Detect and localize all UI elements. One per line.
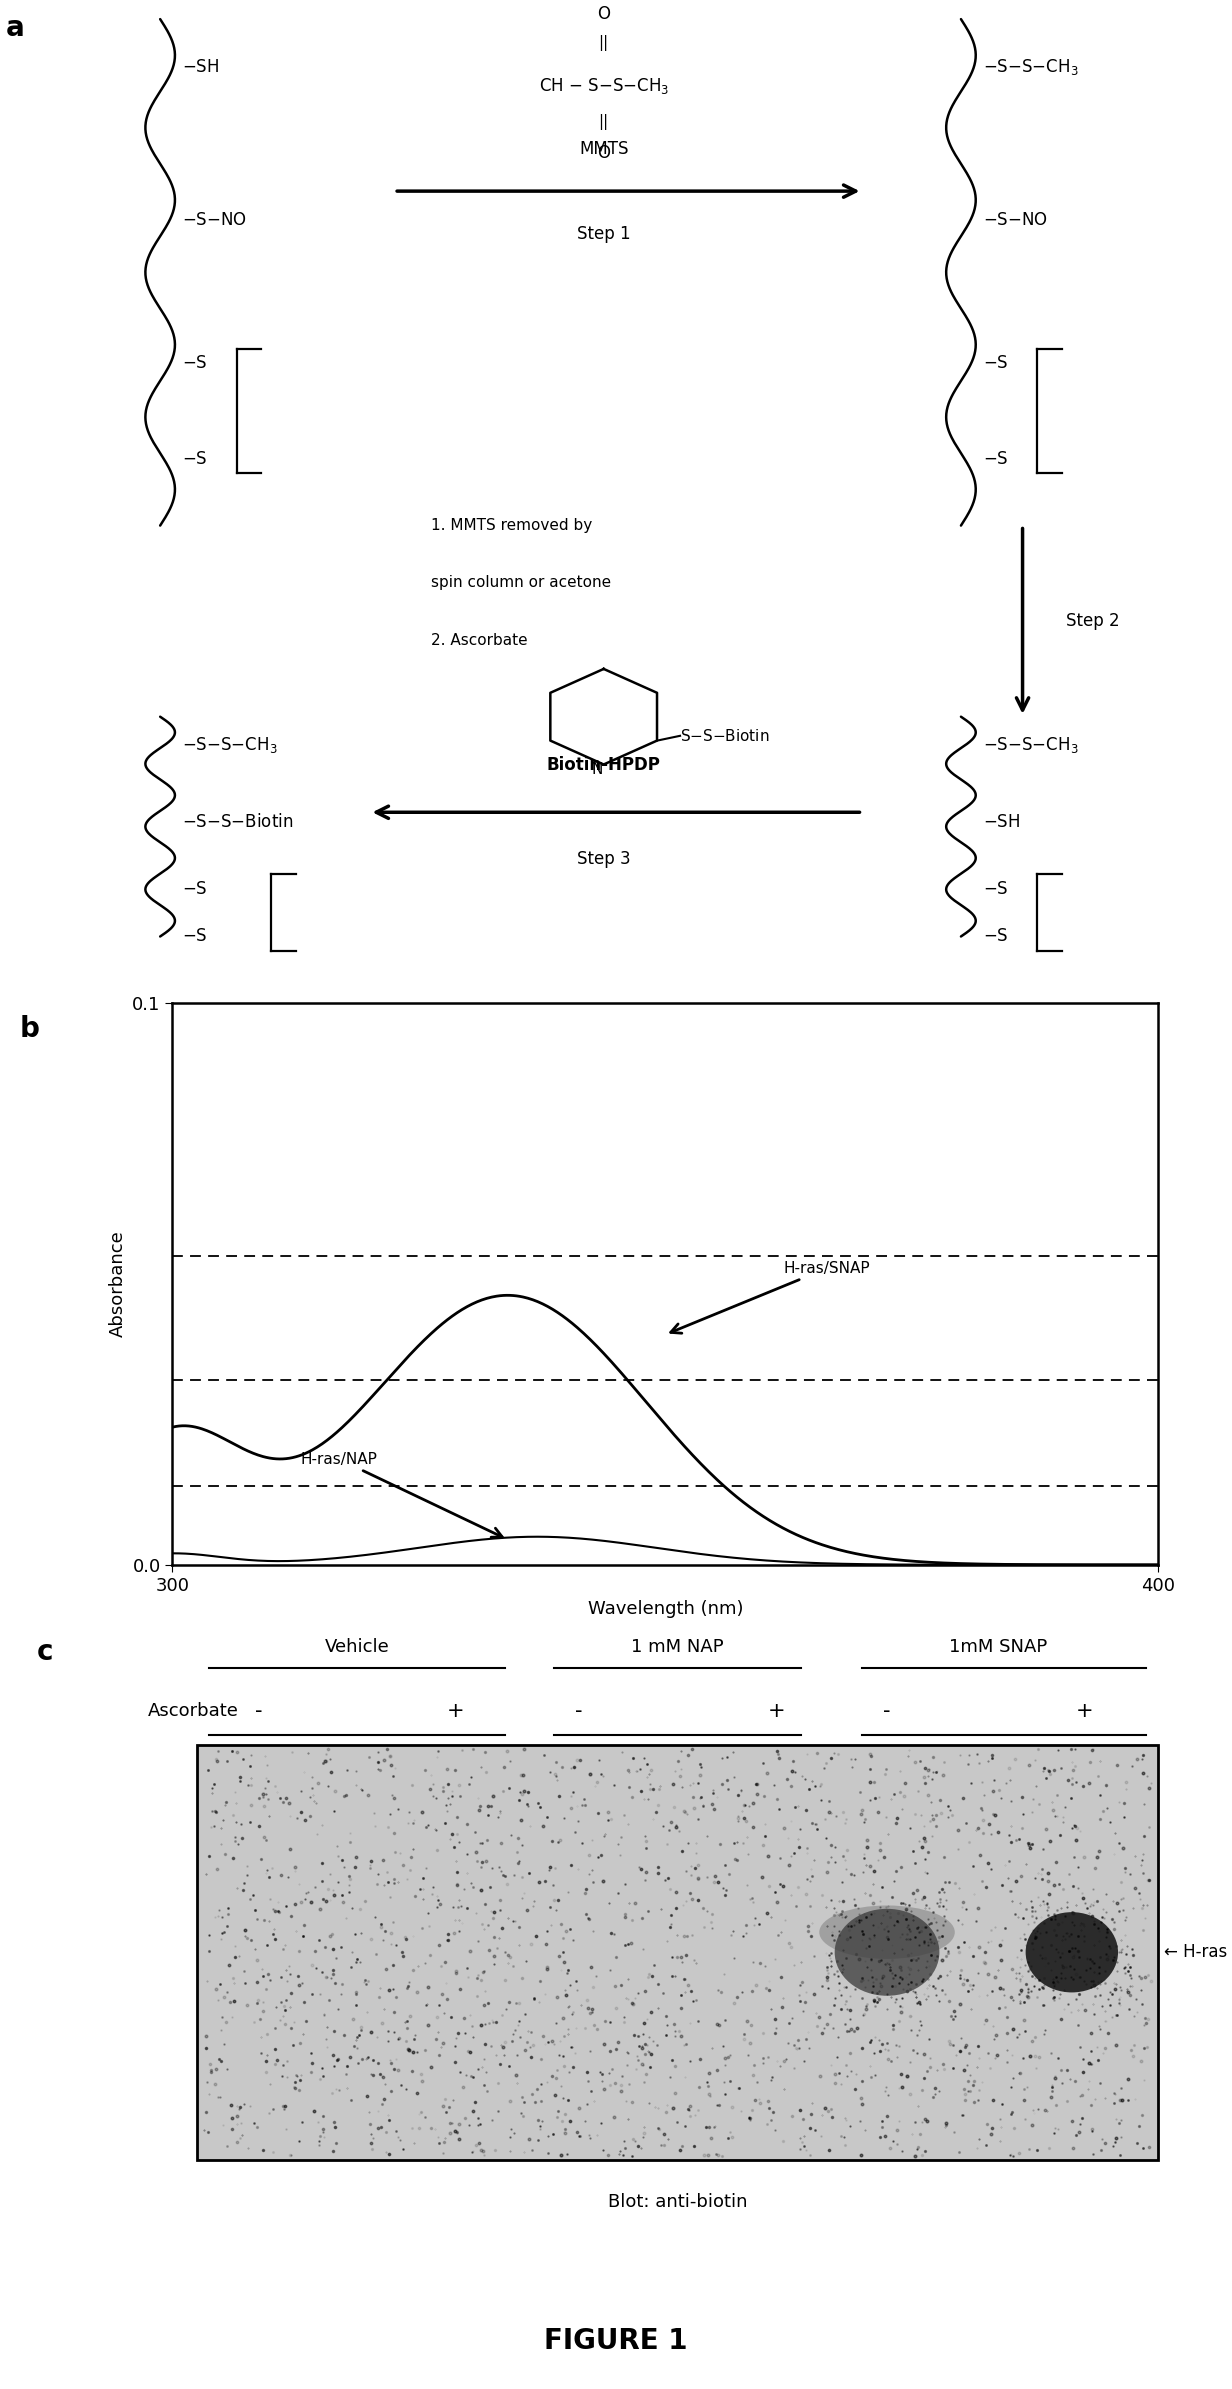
Text: $-$S: $-$S	[182, 879, 208, 898]
Text: O: O	[598, 5, 610, 24]
Text: Vehicle: Vehicle	[325, 1639, 389, 1656]
Text: Step 1: Step 1	[577, 225, 631, 244]
Ellipse shape	[819, 1906, 955, 1959]
Text: $-$S$-$S$-$CH$_3$: $-$S$-$S$-$CH$_3$	[182, 736, 278, 755]
Text: ||: ||	[599, 36, 609, 50]
Ellipse shape	[1025, 1911, 1119, 1992]
Text: FIGURE 1: FIGURE 1	[545, 2327, 687, 2356]
Text: b: b	[20, 1015, 39, 1042]
Text: ||: ||	[599, 115, 609, 131]
Text: -: -	[575, 1701, 583, 1722]
Text: a: a	[6, 14, 25, 43]
Text: $-$S: $-$S	[983, 879, 1009, 898]
Text: 1 mM NAP: 1 mM NAP	[631, 1639, 724, 1656]
Text: $-$S$-$S$-$Biotin: $-$S$-$S$-$Biotin	[182, 812, 293, 831]
Text: O: O	[598, 143, 610, 162]
Text: c: c	[37, 1639, 53, 1665]
Text: spin column or acetone: spin column or acetone	[431, 576, 611, 590]
Text: $-$S$-$S$-$CH$_3$: $-$S$-$S$-$CH$_3$	[983, 736, 1079, 755]
Text: Step 2: Step 2	[1066, 612, 1120, 631]
Text: $-$S: $-$S	[983, 927, 1009, 946]
Ellipse shape	[835, 1909, 940, 1995]
Text: 2. Ascorbate: 2. Ascorbate	[431, 633, 527, 647]
Text: -: -	[883, 1701, 891, 1722]
Text: $-$S$-$NO: $-$S$-$NO	[983, 210, 1048, 229]
Bar	[197, 1744, 1158, 2160]
Text: ← H-ras: ← H-ras	[1164, 1942, 1227, 1961]
Y-axis label: Absorbance: Absorbance	[108, 1230, 127, 1338]
Text: N: N	[591, 762, 604, 776]
Text: CH $-$ S$-$S$-$CH$_3$: CH $-$ S$-$S$-$CH$_3$	[538, 76, 669, 96]
Text: $-$S$-$S$-$CH$_3$: $-$S$-$S$-$CH$_3$	[983, 57, 1079, 76]
Text: Biotin-HPDP: Biotin-HPDP	[547, 755, 660, 774]
Text: S$-$S$-$Biotin: S$-$S$-$Biotin	[680, 729, 770, 743]
Text: $-$SH: $-$SH	[182, 57, 219, 76]
Text: +: +	[1076, 1701, 1093, 1722]
Text: 1mM SNAP: 1mM SNAP	[949, 1639, 1047, 1656]
X-axis label: Wavelength (nm): Wavelength (nm)	[588, 1601, 743, 1617]
Text: -: -	[255, 1701, 262, 1722]
Text: $-$SH: $-$SH	[983, 812, 1020, 831]
Text: H-ras/NAP: H-ras/NAP	[301, 1453, 503, 1536]
Text: $-$S: $-$S	[983, 354, 1009, 373]
Text: Step 3: Step 3	[577, 850, 631, 870]
Text: +: +	[447, 1701, 464, 1722]
Text: $-$S: $-$S	[182, 927, 208, 946]
Text: H-ras/SNAP: H-ras/SNAP	[670, 1261, 870, 1333]
Text: $-$S: $-$S	[182, 449, 208, 468]
Text: MMTS: MMTS	[579, 139, 628, 158]
Text: $-$S$-$NO: $-$S$-$NO	[182, 210, 248, 229]
Text: $-$S: $-$S	[182, 354, 208, 373]
Text: $-$S: $-$S	[983, 449, 1009, 468]
Text: Ascorbate: Ascorbate	[148, 1703, 239, 1720]
Text: Blot: anti-biotin: Blot: anti-biotin	[607, 2193, 748, 2212]
Text: +: +	[768, 1701, 785, 1722]
Text: 1. MMTS removed by: 1. MMTS removed by	[431, 518, 593, 533]
